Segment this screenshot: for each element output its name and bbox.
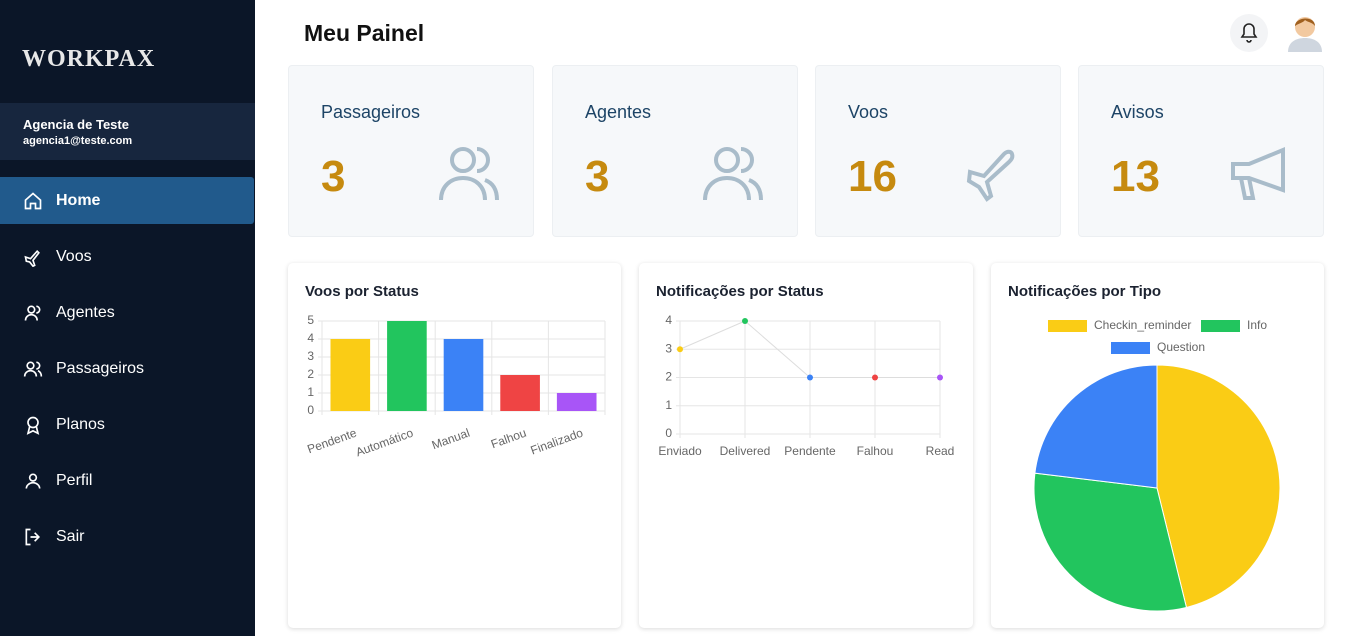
pie-slice — [1034, 364, 1158, 489]
stat-value: 13 — [1111, 152, 1160, 201]
chart-title: Notificações por Status — [656, 283, 824, 300]
chart-title: Notificações por Tipo — [1008, 283, 1162, 300]
icon — [25, 528, 41, 545]
point — [677, 346, 683, 353]
nav-label: Voos — [56, 247, 92, 265]
avatar[interactable] — [1285, 10, 1325, 52]
nav-item[interactable]: Perfil — [0, 457, 254, 504]
notification-button[interactable] — [1229, 13, 1269, 53]
chart-card: 0 1 2 3 4 5 Pendente Automático Manual Falhou Fina… — [288, 263, 621, 628]
icon — [26, 416, 40, 435]
legend-label: Info — [1247, 318, 1267, 332]
y-tick-label: 0 — [665, 426, 672, 440]
stat-card: Avisos 13 — [1078, 65, 1324, 237]
nav-label: Passageiros — [56, 359, 145, 377]
y-tick-label: 4 — [665, 313, 672, 327]
page-title: Meu Painel — [304, 20, 425, 46]
nav-label: Planos — [56, 415, 105, 433]
x-tick-label: Automático — [354, 426, 416, 460]
icon — [25, 473, 41, 489]
x-tick-label: Delivered — [720, 444, 771, 458]
sidebar: WORKPAX Agencia de Teste agencia1@teste.… — [0, 0, 255, 636]
agency-name: Agencia de Teste — [23, 117, 129, 132]
stat-card: Agentes 3 — [552, 65, 798, 237]
x-tick-label: Pendente — [305, 426, 358, 457]
bar — [556, 393, 597, 411]
y-tick-label: 1 — [665, 398, 672, 412]
stat-icon — [703, 147, 763, 201]
y-tick-label: 2 — [307, 367, 314, 381]
nav-item[interactable]: Planos — [0, 401, 254, 448]
stat-label: Avisos — [1111, 102, 1164, 122]
x-tick-label: Finalizado — [529, 426, 585, 458]
chart-title: Voos por Status — [305, 283, 419, 300]
agency-box: Agencia de Teste agencia1@teste.com — [0, 103, 255, 160]
bar — [443, 339, 484, 411]
y-tick-label: 1 — [307, 385, 314, 399]
legend-label: Question — [1157, 340, 1205, 354]
legend-swatch — [1201, 320, 1240, 332]
bar — [387, 321, 427, 411]
legend-label: Checkin_reminder — [1094, 318, 1191, 332]
point — [937, 374, 943, 381]
logo: WORKPAX — [22, 46, 156, 72]
stat-icon — [439, 147, 499, 201]
bar — [500, 375, 540, 411]
chart: 0 1 2 3 4 Enviado Delivered Pendente Falhou Read — [658, 313, 955, 458]
icon — [24, 191, 42, 209]
nav-label: Agentes — [56, 303, 115, 321]
pie-slice — [1156, 364, 1281, 609]
legend-swatch — [1111, 342, 1150, 354]
y-tick-label: 0 — [307, 403, 314, 417]
x-tick-label: Falhou — [857, 444, 894, 458]
stat-value: 3 — [585, 152, 610, 201]
y-tick-label: 3 — [307, 349, 314, 363]
nav-item[interactable]: Home — [0, 177, 254, 224]
nav-item[interactable]: Voos — [0, 233, 254, 280]
pie-slice — [1033, 472, 1188, 612]
bar — [330, 339, 371, 411]
icon — [24, 249, 40, 267]
stat-card: Voos 16 — [815, 65, 1061, 237]
stat-value: 16 — [848, 152, 897, 201]
y-tick-label: 4 — [307, 331, 314, 345]
nav-label: Home — [56, 191, 101, 209]
x-tick-label: Falhou — [489, 426, 528, 452]
agency-email: agencia1@teste.com — [23, 135, 133, 147]
stat-label: Passageiros — [321, 102, 421, 122]
stat-label: Agentes — [585, 102, 652, 122]
x-tick-label: Pendente — [784, 444, 836, 458]
nav-item[interactable]: Sair — [0, 513, 254, 560]
stat-icon — [966, 149, 1015, 202]
nav-item[interactable]: Passageiros — [0, 345, 254, 392]
chart-card: Checkin_reminder Info Question Notificaçõe… — [991, 263, 1324, 628]
x-tick-label: Manual — [430, 426, 472, 453]
chart: Checkin_reminder Info Question — [1033, 318, 1281, 612]
nav-item[interactable]: Agentes — [0, 289, 254, 336]
y-tick-label: 5 — [307, 313, 314, 327]
stat-icon — [1231, 147, 1285, 200]
nav-label: Sair — [56, 527, 85, 545]
icon — [24, 305, 41, 321]
x-tick-label: Read — [926, 444, 955, 458]
legend-swatch — [1048, 320, 1087, 332]
x-tick-label: Enviado — [658, 444, 702, 458]
stat-label: Voos — [848, 102, 889, 122]
chart-card: 0 1 2 3 4 Enviado Delivered Pendente Falhou Read … — [639, 263, 973, 628]
stat-value: 3 — [321, 152, 346, 201]
y-tick-label: 2 — [665, 370, 672, 384]
stat-card: Passageiros 3 — [288, 65, 534, 237]
nav-label: Perfil — [56, 471, 93, 489]
point — [807, 374, 813, 381]
point — [872, 374, 878, 381]
y-tick-label: 3 — [665, 341, 672, 355]
icon — [23, 361, 43, 377]
point — [742, 318, 748, 324]
